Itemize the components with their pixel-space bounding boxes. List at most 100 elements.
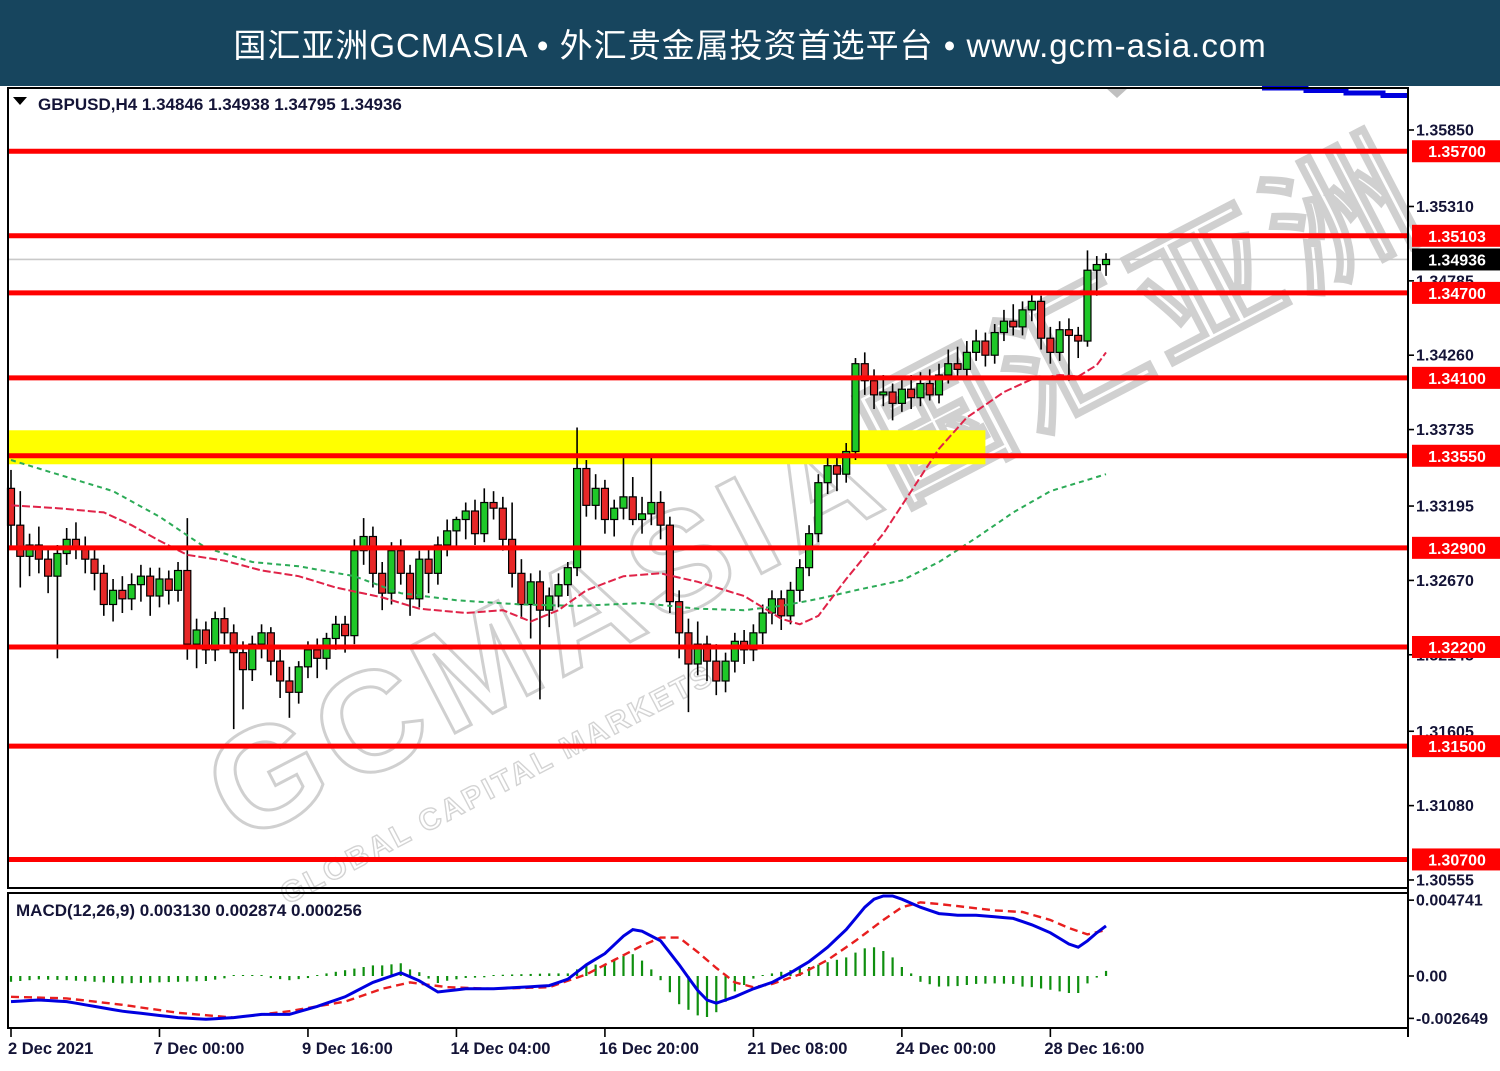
candle-body (981, 340, 990, 356)
candle (127, 573, 136, 611)
time-tick-label: 14 Dec 04:00 (450, 1040, 550, 1058)
candle (1027, 292, 1036, 322)
candle (730, 632, 739, 673)
candle (1009, 304, 1018, 336)
candle-body (359, 535, 368, 552)
candle (285, 666, 294, 718)
candle (545, 587, 554, 628)
candle-body (424, 558, 433, 574)
candle (220, 607, 229, 645)
support-resistance-layer (8, 148, 1408, 862)
candle-body (489, 501, 498, 509)
candle (665, 516, 674, 613)
candle (387, 542, 396, 605)
candle-body (1055, 329, 1064, 353)
candle (44, 547, 53, 594)
candle-body (1092, 263, 1101, 271)
candle-body (972, 340, 981, 353)
candle-body (303, 649, 313, 668)
level-price-badge-label: 1.30700 (1428, 852, 1486, 869)
candle (777, 590, 786, 630)
candle-body (777, 598, 786, 617)
brand-banner-text: 国汇亚洲GCMASIA • 外汇贵金属投资首选平台 • www.gcm-asia… (233, 27, 1267, 64)
time-axis[interactable]: 2 Dec 2021 7 Dec 00:00 9 Dec 16:00 14 Dec 0… (8, 1028, 1144, 1058)
candle-body (526, 581, 535, 606)
candle (990, 324, 999, 364)
candle-body (443, 530, 452, 546)
candle (591, 474, 600, 520)
candle (257, 624, 266, 659)
level-price-badge-label: 1.35103 (1428, 229, 1486, 246)
candle-body (498, 507, 507, 540)
highlight-zone-layer (8, 430, 986, 465)
candle-body (637, 513, 647, 521)
candle (1101, 253, 1111, 276)
macd-tick-label: -0.002649 (1416, 1011, 1488, 1028)
candle-body (25, 544, 34, 557)
level-price-badge (1412, 635, 1500, 658)
candle-body (368, 535, 378, 574)
macd-axis[interactable]: 0.004741 0.00 -0.002649 (1408, 893, 1488, 1028)
candle (508, 502, 517, 588)
candle-body (396, 550, 405, 574)
candle-body (619, 496, 628, 509)
candle-body (220, 618, 229, 634)
candle-body (405, 572, 415, 600)
candle (173, 562, 183, 602)
candle (907, 375, 916, 410)
candle-body (1027, 300, 1036, 311)
candle-body (591, 487, 600, 506)
candle-body (16, 524, 25, 557)
candle (489, 491, 498, 520)
candle (582, 460, 591, 517)
candle-body (433, 544, 442, 574)
level-price-badge-label: 1.33550 (1428, 449, 1486, 466)
chart-shift-triangle-icon (1106, 88, 1128, 98)
candle (25, 533, 34, 577)
candle (934, 363, 944, 404)
candle (108, 578, 118, 622)
level-price-badge (1412, 224, 1500, 247)
blue-step-line (1262, 85, 1407, 98)
candle (90, 547, 99, 591)
candle-body (804, 533, 814, 569)
candle (368, 526, 378, 588)
candle-body (285, 680, 294, 693)
candle (155, 567, 164, 608)
candle (146, 567, 155, 616)
candle (712, 644, 721, 696)
ma-fast-line (10, 351, 1107, 626)
candle-body (907, 388, 916, 399)
candle (470, 499, 480, 546)
candle (452, 516, 461, 548)
symbol-quote-line: GBPUSD,H4 1.34846 1.34938 1.34795 1.3493… (38, 95, 402, 114)
candle (647, 457, 656, 526)
candle-body (1074, 334, 1083, 342)
candle-body (730, 640, 739, 662)
candle-body (712, 660, 721, 682)
macd-main-line (10, 894, 1107, 1021)
candle-body (155, 578, 164, 597)
candle (71, 522, 81, 560)
price-tick-label: 1.33735 (1416, 422, 1474, 439)
highlight-zone (8, 430, 986, 465)
candle-body (999, 320, 1009, 334)
time-tick-label: 2 Dec 2021 (8, 1040, 93, 1058)
price-axis[interactable]: 1.358501.353101.347851.342601.337351.331… (1408, 123, 1500, 890)
candle (118, 576, 127, 613)
candle (563, 562, 572, 596)
brand-banner: 国汇亚洲GCMASIA • 外汇贵金属投资首选平台 • www.gcm-asia… (0, 0, 1500, 86)
candle-body (118, 589, 127, 600)
candle-body (1101, 258, 1111, 266)
symbol-dropdown-icon[interactable] (13, 97, 27, 105)
candle (610, 499, 619, 537)
candle (517, 559, 526, 619)
level-price-badge-label: 1.31500 (1428, 739, 1486, 756)
candle (795, 559, 804, 602)
candle-body (758, 612, 767, 634)
candle (136, 564, 146, 602)
top-decor-layer (1106, 85, 1407, 98)
candle-body (897, 388, 906, 404)
candle (758, 604, 767, 645)
